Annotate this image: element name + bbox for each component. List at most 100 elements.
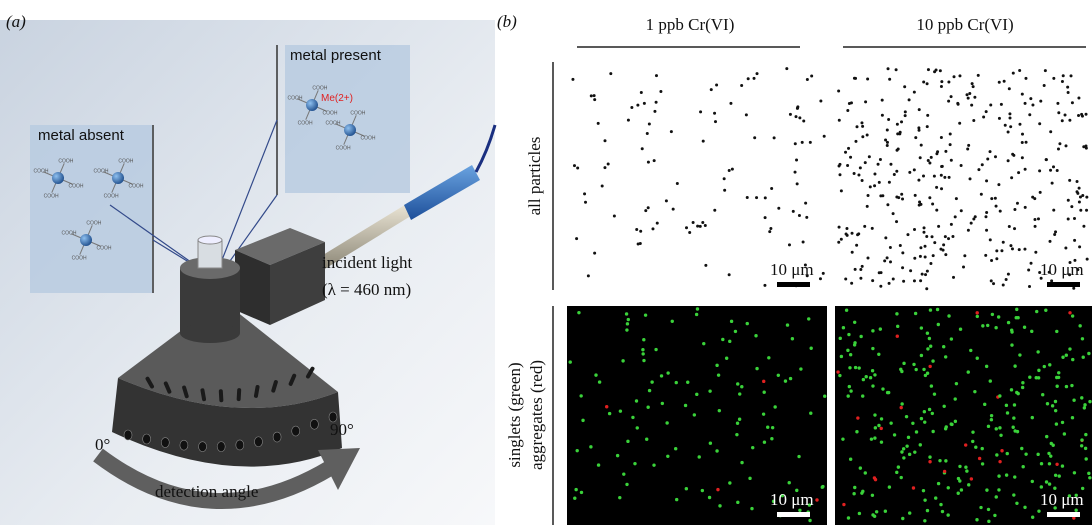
particle (1021, 381, 1024, 384)
particle (940, 80, 943, 83)
particle (957, 103, 960, 106)
particle (723, 189, 726, 192)
particle (845, 309, 848, 312)
particle (849, 457, 852, 460)
particle (995, 495, 998, 498)
particle (926, 82, 929, 85)
particle (710, 88, 713, 91)
scale-bar-line (1047, 282, 1080, 287)
particle (728, 340, 731, 343)
particle (840, 238, 843, 241)
particle (608, 412, 611, 415)
particle (684, 404, 687, 407)
particle (671, 320, 674, 323)
particle (1028, 285, 1031, 288)
particle (887, 67, 890, 70)
particle (1035, 376, 1038, 379)
particle (589, 445, 592, 448)
particle (598, 380, 601, 383)
particle (715, 449, 718, 452)
hole (180, 440, 188, 450)
particle (869, 185, 872, 188)
particle (969, 349, 972, 352)
inset-box (285, 45, 410, 193)
particle (903, 85, 906, 88)
particle (919, 203, 922, 206)
particle (1015, 308, 1018, 311)
particle (1057, 111, 1060, 114)
ligand-label: COOH (336, 146, 351, 152)
particle (886, 203, 889, 206)
hole (161, 438, 169, 448)
particle (877, 353, 880, 356)
particle (960, 164, 963, 167)
particle (736, 382, 739, 385)
particle (609, 72, 612, 75)
particle (635, 399, 638, 402)
particle (889, 163, 892, 166)
particle (685, 487, 688, 490)
particle (888, 485, 891, 488)
particle (917, 126, 920, 129)
particle (854, 268, 857, 271)
particle (886, 144, 889, 147)
particle (755, 196, 758, 199)
particle (847, 394, 850, 397)
particle (919, 255, 922, 258)
particle (873, 373, 876, 376)
particle (1058, 142, 1061, 145)
particle (1023, 248, 1026, 251)
particle (878, 271, 881, 274)
particle (1052, 209, 1055, 212)
particle (728, 481, 731, 484)
particle (1048, 462, 1051, 465)
particle (571, 78, 574, 81)
particle (858, 512, 861, 515)
particle (1030, 262, 1033, 265)
particle (1080, 438, 1083, 441)
particle (849, 156, 852, 159)
particle (699, 110, 702, 113)
particle (1064, 247, 1067, 250)
particle (953, 75, 956, 78)
particle (997, 315, 1000, 318)
particle (1045, 158, 1048, 161)
particle (976, 315, 979, 318)
particle (950, 337, 953, 340)
particle (708, 389, 711, 392)
particle (789, 377, 792, 380)
particle (933, 392, 936, 395)
particle (958, 465, 961, 468)
particle (862, 378, 865, 381)
column-label: 10 ppb Cr(VI) (916, 15, 1013, 34)
particle (853, 341, 856, 344)
particle (1009, 116, 1012, 119)
particle (851, 251, 854, 254)
particle (919, 279, 922, 282)
row-label: singlets (green) (505, 362, 524, 467)
particle (1030, 330, 1033, 333)
particle (796, 107, 799, 110)
particle (926, 114, 929, 117)
particle (625, 483, 628, 486)
particle (1057, 371, 1060, 374)
particle (594, 373, 597, 376)
particle (924, 255, 927, 258)
particle (730, 320, 733, 323)
particle (902, 447, 905, 450)
particle (748, 477, 751, 480)
particle (792, 210, 795, 213)
particle (1070, 205, 1073, 208)
particle (1077, 114, 1080, 117)
particle (1054, 474, 1057, 477)
particle (642, 359, 645, 362)
scale-bar-line (1047, 512, 1080, 517)
particle (928, 337, 931, 340)
particle (871, 384, 874, 387)
particle (847, 147, 850, 150)
particle (1055, 385, 1058, 388)
particle (855, 430, 858, 433)
particle (696, 225, 699, 228)
particle (1024, 102, 1027, 105)
particle (849, 389, 852, 392)
